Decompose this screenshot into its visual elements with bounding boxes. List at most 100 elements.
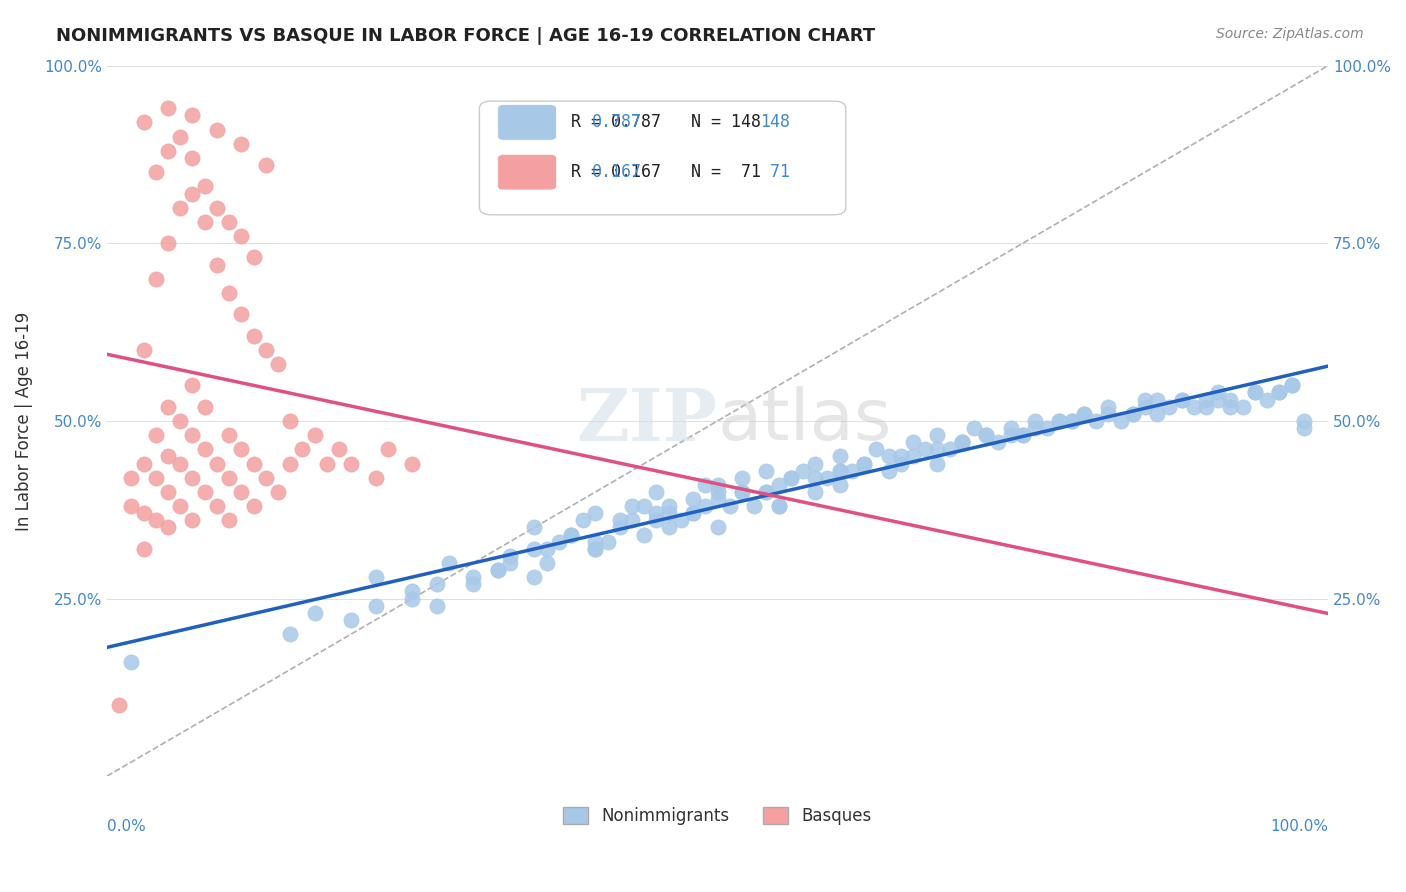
Point: [1219, 400, 1241, 414]
Point: [877, 450, 900, 464]
Point: [218, 428, 240, 442]
Point: [523, 520, 546, 534]
Point: [658, 520, 681, 534]
Text: 71: 71: [761, 163, 790, 181]
Point: [377, 442, 399, 457]
Point: [157, 400, 180, 414]
Point: [523, 541, 546, 556]
Point: [169, 414, 191, 428]
Point: [1122, 407, 1144, 421]
Point: [583, 534, 606, 549]
Point: [205, 201, 228, 215]
Point: [658, 506, 681, 520]
Point: [426, 599, 449, 613]
Point: [169, 129, 191, 144]
Point: [218, 215, 240, 229]
Point: [731, 485, 754, 500]
Point: [132, 506, 155, 520]
Point: [364, 599, 387, 613]
Point: [731, 485, 754, 500]
Point: [1097, 407, 1119, 421]
Point: [145, 272, 167, 286]
Point: [682, 506, 704, 520]
Point: [1000, 428, 1022, 442]
FancyBboxPatch shape: [479, 101, 846, 215]
Point: [267, 485, 290, 500]
Point: [1097, 400, 1119, 414]
Point: [231, 485, 253, 500]
Point: [938, 442, 960, 457]
Point: [1244, 385, 1267, 400]
Point: [621, 513, 644, 527]
Point: [181, 108, 204, 122]
Legend: Nonimmigrants, Basques: Nonimmigrants, Basques: [557, 800, 879, 832]
Point: [231, 136, 253, 151]
Point: [145, 165, 167, 179]
Point: [1146, 392, 1168, 407]
Point: [890, 457, 912, 471]
Point: [194, 442, 217, 457]
Point: [609, 520, 631, 534]
Point: [486, 563, 509, 577]
Point: [401, 457, 423, 471]
Point: [645, 513, 668, 527]
Point: [1281, 378, 1303, 392]
Point: [205, 122, 228, 136]
Point: [1122, 407, 1144, 421]
Point: [401, 591, 423, 606]
Point: [621, 499, 644, 513]
Point: [278, 627, 301, 641]
Point: [536, 556, 558, 570]
Point: [340, 457, 363, 471]
Point: [304, 606, 326, 620]
Point: [1206, 385, 1229, 400]
Point: [1049, 414, 1071, 428]
Point: [181, 151, 204, 165]
Point: [1085, 414, 1108, 428]
Point: [132, 343, 155, 357]
Point: [828, 450, 851, 464]
Point: [278, 414, 301, 428]
Point: [132, 115, 155, 129]
Point: [194, 179, 217, 194]
Point: [768, 499, 790, 513]
Point: [804, 457, 827, 471]
Point: [804, 485, 827, 500]
Point: [1281, 378, 1303, 392]
Point: [963, 421, 986, 435]
Point: [645, 506, 668, 520]
Point: [218, 471, 240, 485]
Point: [231, 229, 253, 244]
Point: [974, 428, 997, 442]
Point: [950, 435, 973, 450]
Text: atlas: atlas: [717, 386, 891, 456]
Point: [779, 471, 801, 485]
Point: [157, 450, 180, 464]
Point: [1219, 392, 1241, 407]
Point: [755, 485, 778, 500]
Point: [695, 499, 717, 513]
Point: [132, 541, 155, 556]
Point: [633, 527, 655, 541]
Point: [706, 520, 728, 534]
Text: 0.0%: 0.0%: [107, 819, 146, 834]
Point: [682, 506, 704, 520]
Point: [120, 471, 142, 485]
Point: [742, 499, 765, 513]
Point: [1011, 428, 1033, 442]
Text: 0.167: 0.167: [592, 163, 641, 181]
Point: [181, 186, 204, 201]
Point: [1060, 414, 1083, 428]
FancyBboxPatch shape: [498, 104, 557, 140]
Point: [194, 215, 217, 229]
Point: [181, 471, 204, 485]
Point: [120, 656, 142, 670]
Point: [1182, 400, 1205, 414]
Point: [792, 464, 814, 478]
Point: [974, 428, 997, 442]
Point: [194, 485, 217, 500]
Point: [828, 464, 851, 478]
Point: [987, 435, 1010, 450]
Point: [486, 563, 509, 577]
Point: [463, 577, 485, 591]
